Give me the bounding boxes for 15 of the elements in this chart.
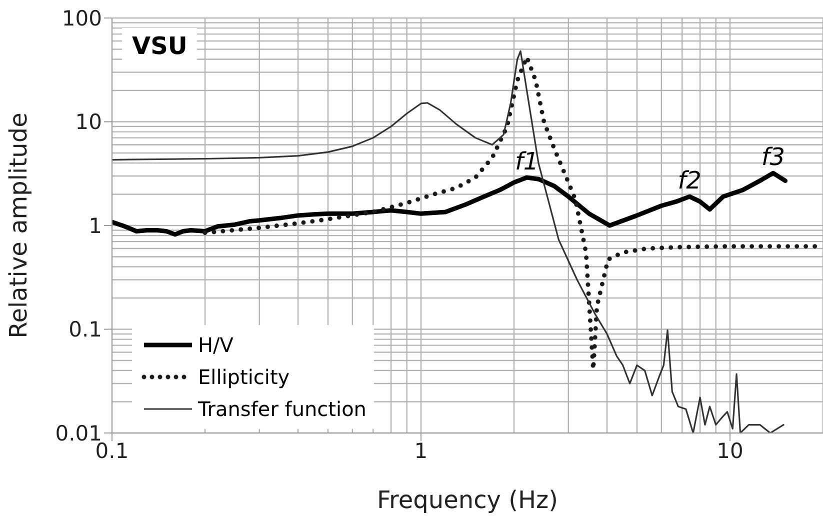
y-tick-label: 1 [88, 214, 102, 238]
x-tick-label: 1 [414, 438, 428, 463]
annotation: f2 [678, 166, 702, 195]
y-axis-title: Relative amplitude [4, 112, 33, 338]
legend-label: Ellipticity [198, 365, 290, 389]
y-tick-label: 100 [62, 6, 102, 30]
annotation: f3 [761, 143, 786, 172]
annotation: f1 [514, 148, 539, 176]
legend-label: Transfer function [198, 397, 366, 421]
y-tick-label: 10 [75, 110, 102, 134]
legend-label: H/V [198, 333, 234, 357]
x-tick-label: 10 [716, 438, 744, 463]
annotation: VSU [122, 28, 198, 64]
x-axis-title: Frequency (Hz) [377, 486, 558, 514]
y-tick-label: 0.1 [68, 318, 102, 342]
